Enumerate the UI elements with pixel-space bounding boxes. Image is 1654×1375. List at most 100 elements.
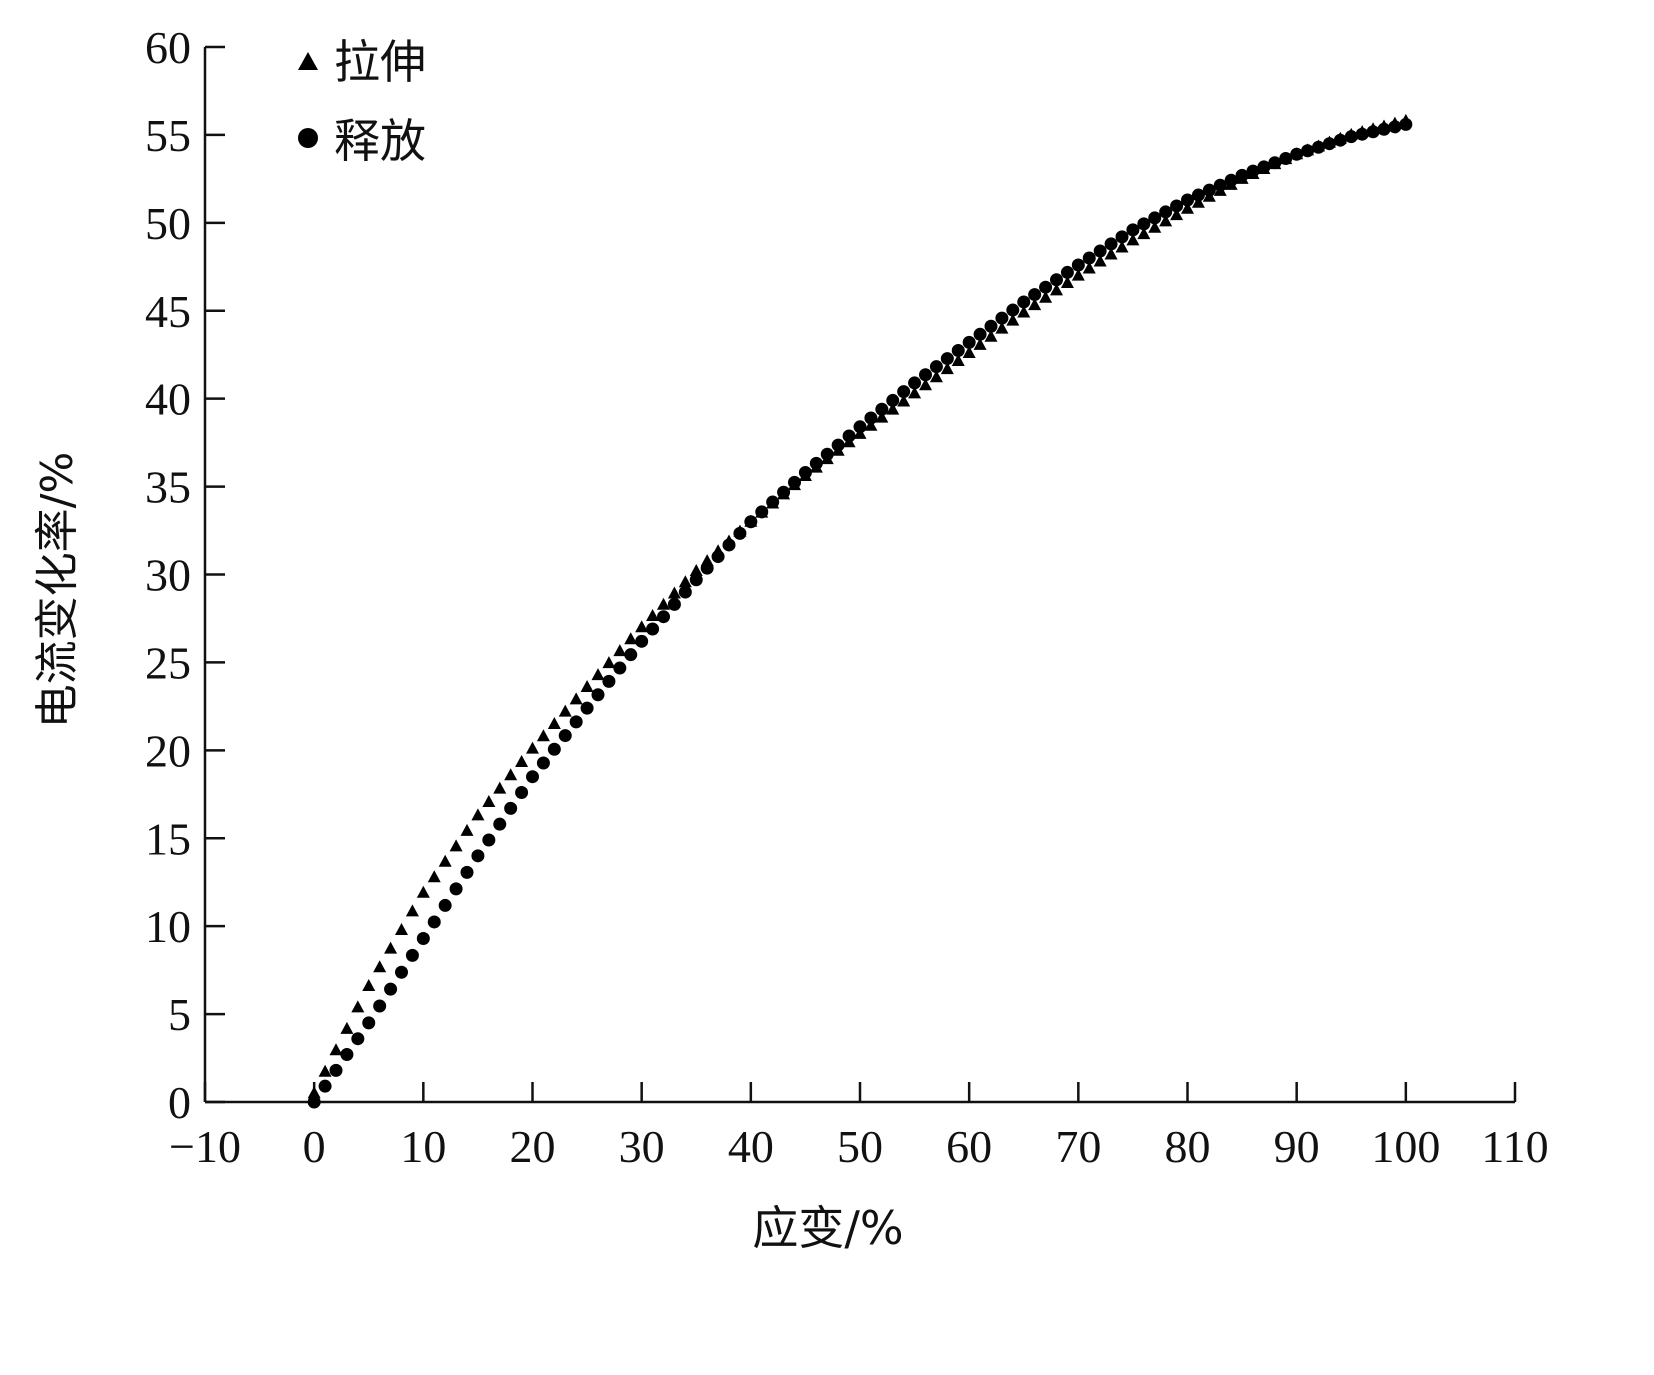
stretch-marker [569,692,583,705]
release-marker [613,661,627,675]
release-marker [667,597,681,611]
release-data-point [1290,147,1304,161]
y-tick-label: 15 [145,813,191,864]
stretch-marker [1104,247,1118,260]
release-marker [711,550,725,564]
release-marker [831,438,845,452]
stretch-marker [940,362,954,375]
release-data-point [580,701,594,715]
release-marker [384,982,398,996]
y-tick-label: 0 [168,1077,191,1128]
stretch-data-point [1126,233,1140,246]
release-marker [766,495,780,509]
y-tick-label: 40 [145,374,191,425]
stretch-marker [1006,313,1020,326]
release-marker [1268,156,1282,170]
release-marker [646,622,660,636]
release-marker [318,1079,332,1093]
legend-item-release: 释放 [298,114,426,168]
stretch-marker [1159,214,1173,227]
stretch-marker [384,941,398,954]
stretch-marker [886,402,900,415]
release-marker [515,786,529,800]
x-tick-label: 100 [1371,1121,1440,1172]
stretch-marker [493,781,507,794]
release-data-point [362,1016,376,1030]
stretch-marker [973,337,987,350]
x-tick-label: 60 [946,1121,992,1172]
y-axis-label: 电流变化率/% [32,452,83,729]
release-marker [1366,125,1380,139]
stretch-marker [995,321,1009,334]
release-data-point [1071,258,1085,272]
release-marker [919,368,932,382]
stretch-marker [460,823,474,836]
stretch-data-point [908,386,922,399]
release-marker [1246,164,1260,178]
release-data-point [962,335,976,349]
release-marker [1039,280,1053,294]
release-data-point [471,849,485,863]
release-marker [591,688,605,702]
stretch-marker [1148,220,1162,233]
release-marker [755,505,769,519]
release-marker [875,402,889,416]
release-marker [373,999,387,1013]
y-tick-label: 45 [145,286,191,337]
release-data-point [853,420,867,434]
stretch-marker [318,1064,332,1077]
y-tick-label: 55 [145,110,191,161]
release-data-point [635,634,649,648]
stretch-marker [558,704,572,717]
axes [203,47,1515,1104]
release-marker [897,385,911,399]
stretch-marker [536,729,550,742]
release-marker [1257,160,1271,174]
release-marker [842,429,856,443]
release-marker [864,411,878,425]
x-tick-label: 40 [728,1121,774,1172]
release-marker [1333,133,1347,147]
release-marker [493,817,507,831]
release-marker [1170,199,1184,213]
release-marker [1006,303,1020,317]
stretch-data-point [580,680,594,693]
series-stretch-points [307,113,1413,1099]
release-marker [438,898,452,912]
release-data-point [1399,117,1413,131]
release-marker [1312,140,1325,154]
series-release-points [307,117,1413,1109]
release-data-point [798,466,812,480]
release-marker [405,948,419,962]
release-data-point [307,1095,321,1109]
stretch-marker [438,854,452,867]
release-marker [722,538,736,552]
y-ticks: 0 5 10 15 20 25 30 35 40 45 50 55 60 [145,22,225,1128]
y-tick-label: 30 [145,550,191,601]
release-marker [547,742,561,756]
stretch-marker [340,1021,354,1034]
stretch-data-point [526,741,539,754]
stretch-marker [678,575,692,588]
stretch-marker [1170,208,1184,221]
release-marker [1191,188,1205,202]
release-marker [929,360,943,374]
y-tick-label: 35 [145,462,191,513]
release-marker [809,456,823,470]
stretch-marker [984,329,998,342]
release-marker [995,311,1009,325]
release-marker [1028,288,1042,302]
x-tick-label: 70 [1055,1121,1101,1172]
stretch-marker [1039,290,1053,303]
release-marker [940,352,954,366]
release-data-point [1235,168,1249,182]
stretch-marker [624,632,638,645]
release-marker [1104,237,1118,251]
stretch-marker [515,754,529,767]
stretch-data-point [471,808,485,821]
stretch-marker [657,597,670,610]
stretch-marker [351,1000,365,1013]
release-marker [460,865,474,879]
legend: 拉伸 释放 [298,35,426,168]
